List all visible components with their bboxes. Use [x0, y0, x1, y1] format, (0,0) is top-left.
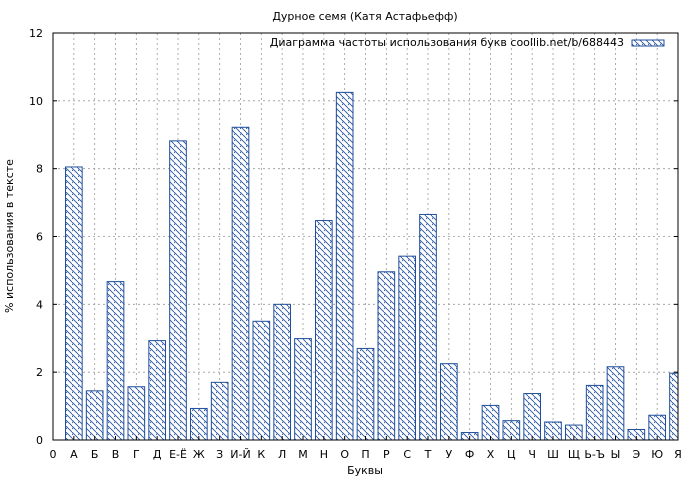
y-tick-label: 12 — [29, 27, 43, 40]
y-tick-label: 2 — [36, 366, 43, 379]
x-tick-label: З — [216, 448, 223, 461]
x-tick-label: Н — [320, 448, 328, 461]
bar — [273, 303, 292, 441]
bar — [127, 386, 146, 441]
x-tick-label: Э — [632, 448, 640, 461]
bar — [585, 384, 604, 441]
x-tick-label: Ы — [611, 448, 621, 461]
bar-series — [65, 91, 679, 441]
x-tick-label: Х — [487, 448, 495, 461]
x-tick-label: И-Й — [230, 448, 250, 461]
x-tick-label: Ю — [651, 448, 663, 461]
legend-swatch — [631, 39, 665, 47]
x-tick-label: У — [445, 448, 452, 461]
x-tick-label: М — [298, 448, 308, 461]
bar — [523, 393, 541, 441]
bar — [231, 126, 250, 441]
x-tick-label: Р — [383, 448, 390, 461]
x-axis: 0 А Б В Г Д Е-Ё Ж З И-Й К Л М Н О П Р С Т У Ф Х Ц Ч Ш Щ Ь-Ъ Ы Э Ю Я — [50, 436, 682, 461]
x-tick-label: П — [361, 448, 369, 461]
x-tick-label: С — [403, 448, 411, 461]
bar — [669, 372, 679, 441]
bar — [106, 281, 125, 441]
bar — [169, 140, 187, 441]
bar — [85, 390, 104, 441]
bar — [606, 366, 625, 441]
x-tick-label: Л — [278, 448, 286, 461]
x-tick-label: Ж — [193, 448, 205, 461]
x-tick-label: А — [70, 448, 78, 461]
bar — [252, 320, 271, 441]
x-tick-label: Щ — [568, 448, 580, 461]
x-tick-label: Ь-Ъ — [584, 448, 605, 461]
y-axis: 0 2 4 6 8 10 12 — [29, 27, 678, 447]
x-tick-label: Я — [674, 448, 682, 461]
y-tick-label: 6 — [36, 231, 43, 244]
y-tick-label: 8 — [36, 163, 43, 176]
y-tick-label: 0 — [36, 434, 43, 447]
bar — [315, 220, 333, 441]
x-tick-label: Д — [153, 448, 162, 461]
x-axis-label: Буквы — [347, 464, 383, 477]
bar — [148, 340, 166, 441]
x-tick-label: Б — [91, 448, 99, 461]
y-tick-label: 4 — [36, 298, 43, 311]
bar — [210, 381, 229, 441]
x-tick-label: К — [257, 448, 265, 461]
y-axis-label: % использования в тексте — [3, 159, 16, 313]
bar — [190, 407, 208, 441]
bar — [65, 166, 83, 441]
bar — [377, 271, 396, 441]
x-tick-label: 0 — [50, 448, 57, 461]
x-tick-label: Е-Ё — [169, 448, 187, 461]
x-tick-label: Ц — [507, 448, 516, 461]
x-tick-label: Ш — [547, 448, 559, 461]
legend-label: Диаграмма частоты использования букв coo… — [270, 36, 624, 49]
grid-lines — [53, 33, 678, 440]
x-tick-label: О — [340, 448, 349, 461]
legend: Диаграмма частоты использования букв coo… — [270, 36, 665, 49]
bar — [440, 363, 458, 441]
bar — [481, 404, 500, 441]
x-tick-label: Г — [133, 448, 140, 461]
bar — [419, 213, 437, 441]
chart-title: Дурное семя (Катя Астафьефф) — [272, 10, 457, 23]
x-tick-label: Ф — [465, 448, 474, 461]
bar — [398, 255, 417, 441]
x-tick-label: Ч — [528, 448, 536, 461]
x-tick-label: Т — [424, 448, 432, 461]
bar — [294, 338, 312, 441]
bar — [356, 347, 375, 441]
y-tick-label: 10 — [29, 95, 43, 108]
bar — [335, 91, 354, 441]
x-tick-label: В — [112, 448, 120, 461]
